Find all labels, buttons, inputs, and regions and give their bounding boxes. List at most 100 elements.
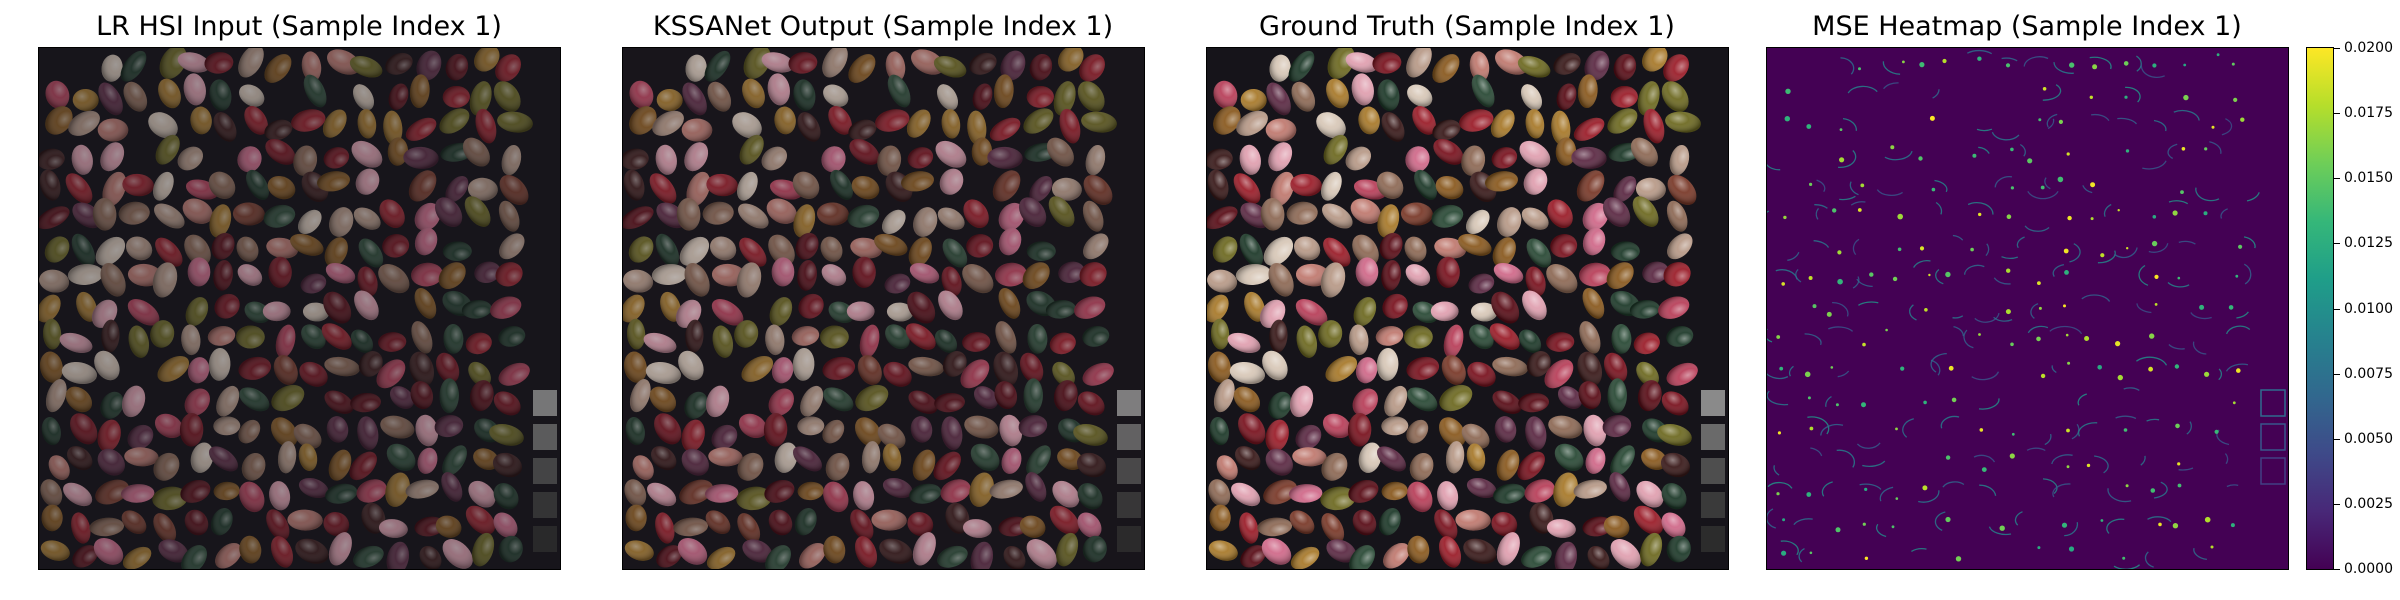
error-spot — [2068, 546, 2075, 552]
jellybean-highlight — [490, 296, 522, 319]
jellybean-highlight — [465, 505, 496, 535]
jellybean-highlight — [910, 416, 933, 443]
error-edge — [1816, 179, 1826, 193]
jellybean-highlight — [1492, 356, 1528, 377]
jellybean-highlight — [1526, 351, 1551, 377]
jellybean-highlight — [1430, 301, 1459, 322]
jellybean-highlight — [1265, 118, 1297, 142]
jellybean-highlight — [349, 451, 377, 481]
error-spot — [2057, 176, 2064, 183]
jellybean-highlight — [441, 472, 463, 502]
jellybean-highlight — [1610, 539, 1641, 569]
error-edge — [1862, 460, 1886, 467]
jellybean-highlight — [1520, 84, 1543, 111]
jellybean-highlight — [1661, 512, 1686, 538]
jellybean-highlight — [464, 196, 491, 227]
jellybean-highlight — [882, 443, 902, 471]
jellybean-highlight — [972, 83, 993, 110]
jellybean-highlight — [1493, 483, 1526, 504]
jellybean-highlight — [264, 119, 293, 141]
jellybean-highlight — [623, 169, 645, 201]
jellybean-highlight — [1555, 137, 1577, 166]
jellybean-highlight — [1666, 535, 1691, 563]
jellybean-highlight — [1381, 260, 1401, 291]
colorbar-tick — [2334, 438, 2340, 440]
error-edge — [1780, 540, 1799, 556]
error-spot — [1895, 497, 1899, 500]
jellybean-highlight — [445, 53, 469, 81]
error-spot — [1999, 525, 2005, 531]
panel-title-kssanet-output: KSSANet Output (Sample Index 1) — [652, 11, 1114, 42]
jellybean-highlight — [157, 355, 190, 382]
jellybean-highlight — [1081, 111, 1117, 133]
error-spot — [1864, 556, 1869, 560]
jellybean-highlight — [937, 545, 968, 568]
jellybean-highlight — [497, 111, 533, 133]
jellybean-highlight — [68, 110, 100, 136]
jellybean-highlight — [1609, 472, 1631, 502]
jellybean-highlight — [442, 539, 473, 569]
jellybean-highlight — [1578, 381, 1602, 410]
jellybean-highlight — [706, 546, 736, 569]
calibration-patch — [533, 492, 557, 518]
jellybean-highlight — [732, 112, 762, 139]
error-edge — [2094, 455, 2109, 474]
jellybean-highlight — [351, 140, 383, 168]
error-edge — [2144, 551, 2154, 568]
error-spot — [2123, 428, 2128, 432]
jellybean-highlight — [321, 323, 352, 350]
jellybean-highlight — [204, 52, 234, 74]
jellybean-highlight — [442, 445, 467, 476]
jellybean-highlight — [416, 50, 442, 81]
jellybean-highlight — [327, 49, 361, 75]
error-spot — [2097, 365, 2102, 370]
error-spot — [2204, 371, 2210, 377]
jellybean-highlight — [1375, 326, 1404, 346]
jellybean-highlight — [378, 519, 408, 538]
error-spot — [1776, 335, 1781, 339]
error-edge — [1934, 511, 1946, 531]
error-spot — [2037, 546, 2041, 550]
error-spot — [2238, 244, 2243, 249]
jellybean-highlight — [1400, 202, 1433, 226]
jellybean-highlight — [1661, 81, 1689, 112]
jellybean-highlight — [1265, 448, 1293, 476]
error-spot — [1830, 366, 1834, 369]
jellybean-highlight — [489, 424, 524, 446]
error-edge — [2026, 447, 2046, 452]
jellybean-highlight — [262, 301, 291, 322]
error-edge — [2192, 341, 2207, 355]
jellybean-highlight — [1582, 288, 1605, 319]
jellybean-highlight — [1268, 142, 1293, 172]
jellybean-highlight — [830, 169, 853, 200]
jellybean-highlight — [66, 446, 93, 471]
error-spot — [2067, 215, 2072, 221]
error-edge — [2117, 117, 2137, 125]
jellybean-highlight — [848, 119, 877, 141]
error-edge — [2046, 113, 2058, 128]
jellybean-highlight — [1348, 479, 1379, 503]
jellybean-highlight — [293, 145, 318, 176]
jellybean-highlight — [1629, 300, 1660, 319]
jellybean-highlight — [1244, 291, 1266, 322]
jellybean-highlight — [848, 54, 876, 83]
jellybean-highlight — [241, 452, 266, 481]
error-edge — [1953, 325, 1964, 337]
jellybean-highlight — [1636, 361, 1659, 387]
error-spot — [1783, 215, 1787, 220]
error-spot — [2066, 465, 2070, 469]
jellybean-highlight — [1372, 52, 1402, 74]
jellybean-highlight — [649, 386, 677, 413]
jellybean-highlight — [625, 417, 645, 446]
error-spot — [2154, 274, 2159, 279]
jellybean-highlight — [1434, 237, 1467, 259]
colorbar-tick-label: 0.0200 — [2344, 40, 2393, 56]
jellybean-highlight — [298, 209, 322, 235]
jellybean-highlight — [852, 256, 876, 288]
error-spot — [1919, 246, 1925, 251]
error-spot — [2090, 217, 2094, 221]
jellybean-highlight — [40, 479, 63, 507]
jellybean-highlight — [215, 542, 242, 569]
jellybean-highlight — [1521, 207, 1549, 230]
